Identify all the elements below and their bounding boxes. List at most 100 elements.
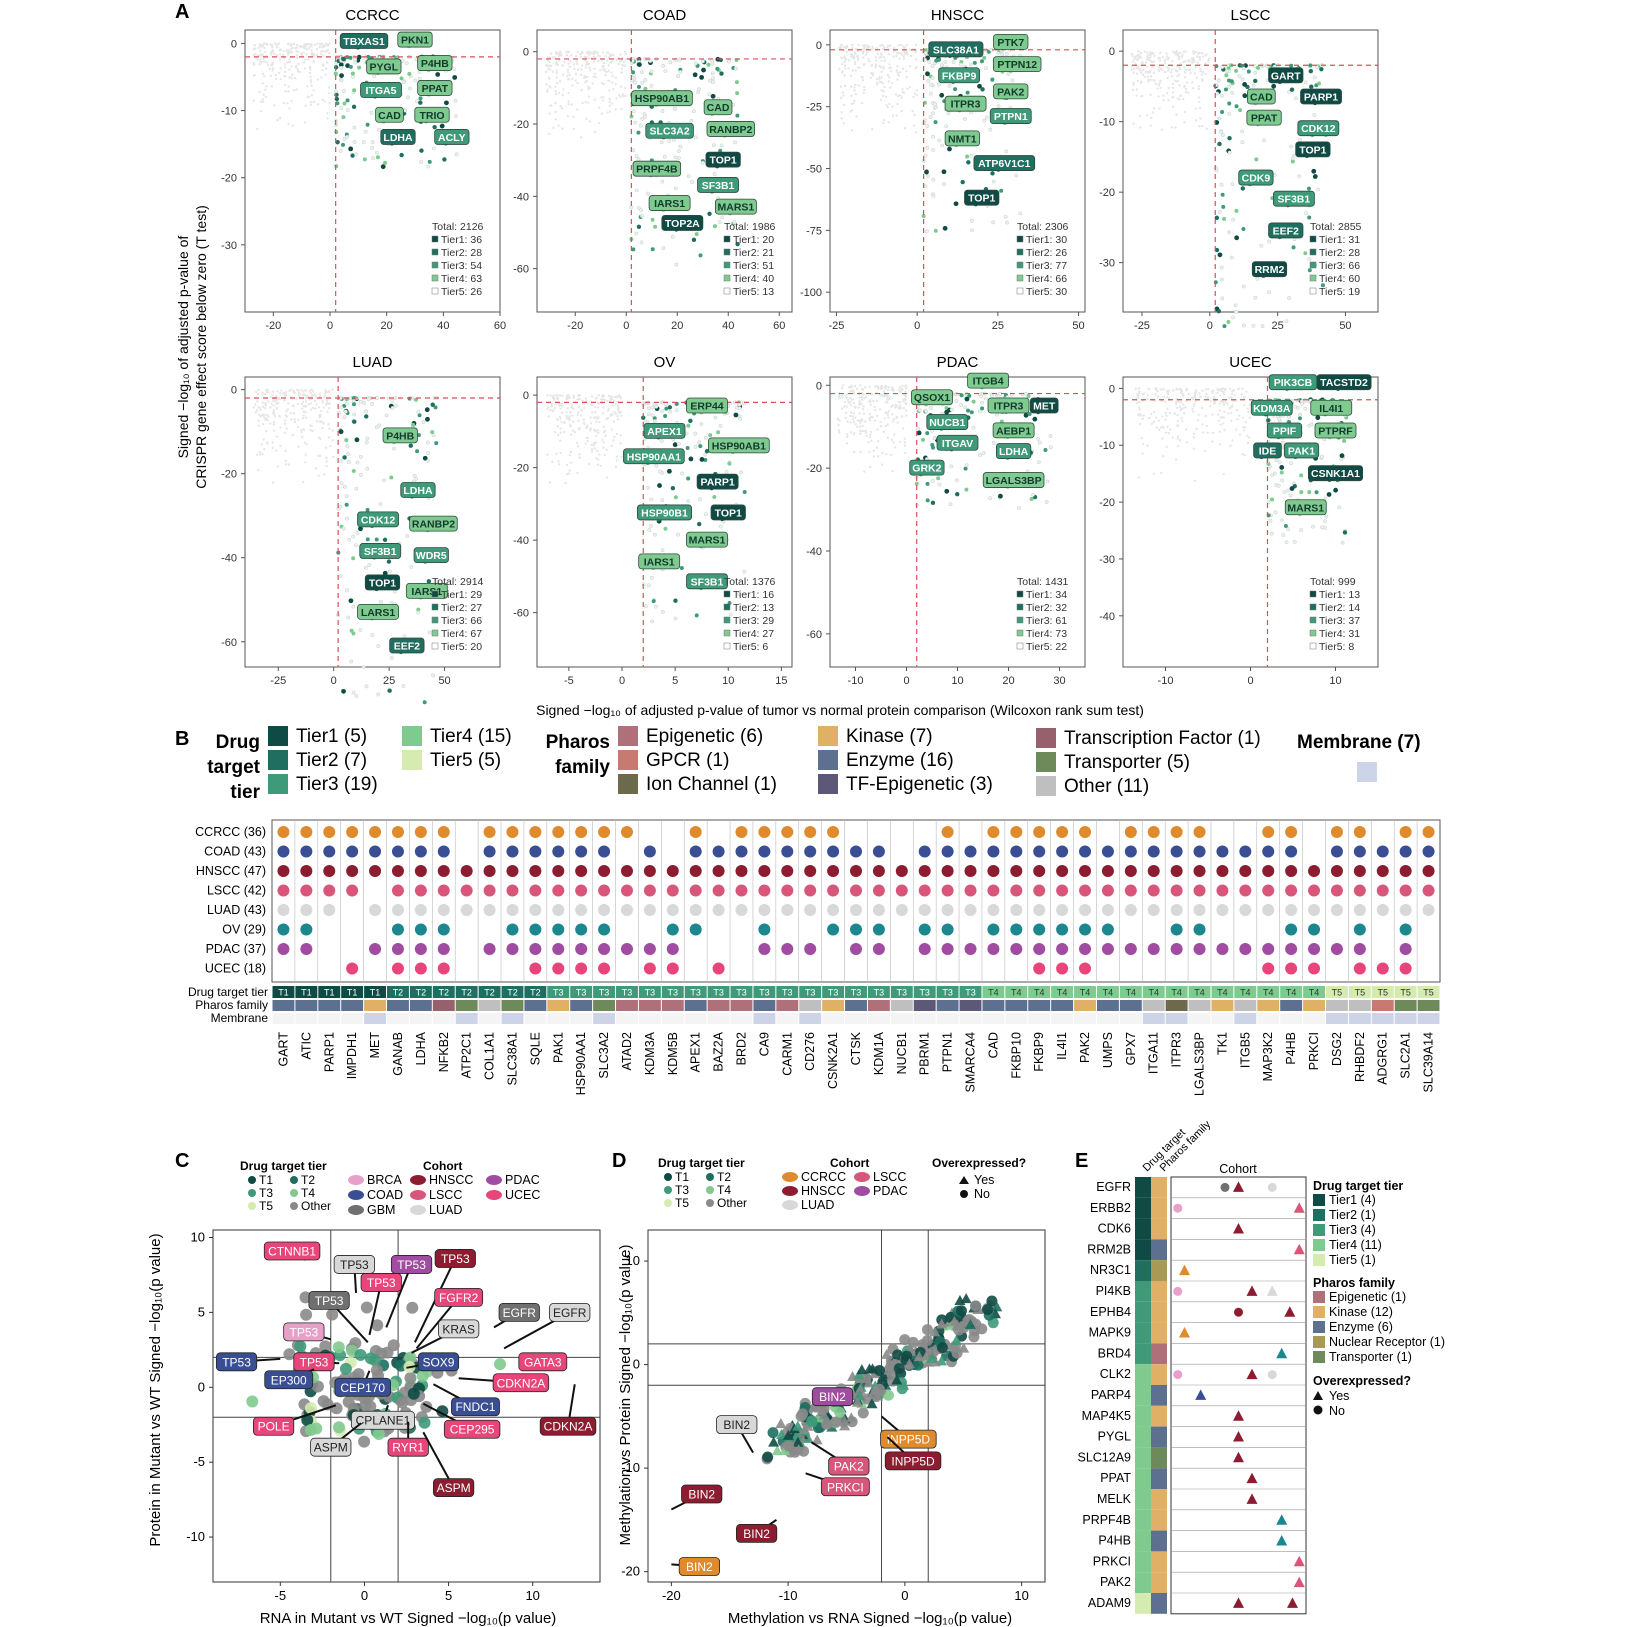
data-point (1242, 93, 1248, 99)
background-point (853, 86, 856, 89)
background-point (602, 82, 605, 86)
data-point (377, 127, 382, 132)
data-point (1227, 230, 1232, 235)
background-point (605, 476, 609, 479)
data-point (1283, 523, 1288, 528)
y-tick-label: -5 (193, 1454, 205, 1469)
tier-legend-label: Other (301, 1199, 331, 1213)
data-point (686, 499, 691, 503)
background-point (290, 73, 294, 77)
background-point (1192, 49, 1195, 53)
background-point (869, 403, 872, 407)
background-point (620, 414, 623, 417)
cohort-dot (620, 826, 633, 838)
background-point (884, 453, 888, 456)
cohort-label-box (443, 1419, 501, 1439)
cohort-label-text: FGFR2 (439, 1291, 479, 1305)
background-point (274, 395, 277, 398)
background-point (597, 106, 601, 109)
cohort-legend-swatch (854, 1186, 870, 1196)
gene-label-box (944, 130, 980, 147)
cohort-dot (1124, 884, 1137, 897)
background-point (886, 105, 889, 109)
cohort-dot (552, 962, 565, 975)
data-point (352, 125, 357, 130)
gene-label: LDHA (999, 446, 1029, 458)
background-point (852, 401, 856, 405)
background-point (573, 431, 577, 434)
gene-label-box (643, 422, 686, 439)
background-point (586, 439, 589, 443)
data-point (1017, 505, 1021, 510)
data-point (674, 262, 679, 267)
background-point (292, 404, 295, 407)
gene-label: CDK12 (361, 514, 396, 526)
y-tick-label: -30 (1099, 554, 1115, 566)
background-point (584, 442, 587, 446)
background-point (311, 406, 315, 410)
background-point (1176, 75, 1179, 78)
background-point (1185, 441, 1189, 444)
tier-legend-label: T3 (259, 1186, 273, 1200)
tier-track-cell (1394, 986, 1417, 998)
x-tick-label: 0 (327, 320, 333, 332)
background-point (853, 99, 856, 103)
gene-label-box (686, 397, 728, 414)
data-point (989, 394, 994, 399)
background-point (550, 64, 553, 68)
data-point (734, 66, 738, 71)
background-point (287, 463, 291, 466)
cohort-dot (1079, 865, 1092, 877)
data-point (364, 414, 369, 419)
gene-label: PPAT (1251, 113, 1278, 125)
cohort-dot (712, 865, 725, 877)
background-point (310, 45, 313, 48)
background-point (256, 392, 260, 396)
background-point (318, 420, 322, 423)
background-point (1163, 61, 1167, 65)
background-point (609, 61, 612, 64)
tier-track-cell (1096, 986, 1119, 998)
tier-track-cell (593, 986, 616, 998)
background-point (1177, 424, 1180, 427)
data-point (351, 556, 356, 561)
background-point (304, 389, 308, 392)
cohort-dot (666, 884, 679, 897)
pharos-legend-swatch (618, 750, 638, 770)
tier-track-text: T4 (1309, 988, 1320, 998)
background-point (1131, 60, 1135, 63)
data-point (1043, 447, 1048, 452)
background-point (880, 53, 883, 56)
data-point (348, 598, 354, 604)
background-point (588, 120, 592, 123)
background-point (306, 95, 309, 99)
data-point (652, 416, 657, 421)
background-point (610, 397, 614, 401)
background-point (876, 52, 879, 55)
cohort-label-text: TP53 (397, 1258, 426, 1272)
cohort-row-label: PDAC (37) (206, 942, 266, 956)
cohort-legend-label: CCRCC (801, 1170, 846, 1184)
background-point (1134, 387, 1137, 390)
membrane-track-cell (432, 1013, 455, 1024)
gene-label-box (973, 155, 1036, 171)
data-point (334, 129, 339, 134)
data-point (453, 98, 458, 103)
background-point (1197, 96, 1201, 99)
background-point (598, 55, 601, 58)
background-point (300, 402, 303, 406)
data-point (433, 405, 438, 410)
data-point (724, 470, 729, 474)
gene-column-label: PARP1 (322, 1032, 336, 1072)
background-point (553, 56, 556, 59)
background-point (301, 435, 304, 439)
data-point (1324, 514, 1329, 519)
data-point (667, 468, 672, 474)
cohort-dot (552, 865, 565, 877)
legend-swatch (1016, 603, 1024, 611)
tier-track-cell (845, 986, 867, 998)
cohort-dot (964, 943, 977, 955)
legend-swatch (431, 261, 439, 269)
background-point (858, 425, 862, 428)
gene-label-box (1273, 190, 1315, 207)
